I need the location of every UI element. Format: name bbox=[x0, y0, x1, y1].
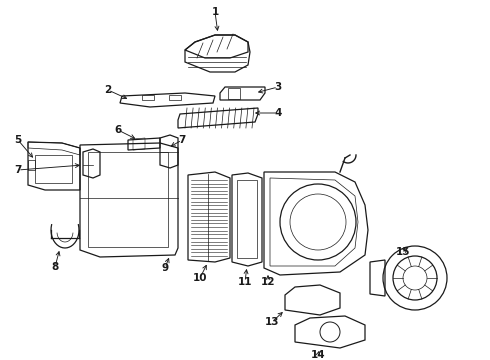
Text: 6: 6 bbox=[114, 125, 122, 135]
Text: 14: 14 bbox=[311, 350, 325, 360]
Text: 7: 7 bbox=[14, 165, 22, 175]
Text: 15: 15 bbox=[396, 247, 410, 257]
Text: 8: 8 bbox=[51, 262, 59, 272]
Text: 12: 12 bbox=[261, 277, 275, 287]
Text: 10: 10 bbox=[193, 273, 207, 283]
Text: 4: 4 bbox=[274, 108, 282, 118]
Text: 5: 5 bbox=[14, 135, 22, 145]
Text: 11: 11 bbox=[238, 277, 252, 287]
Text: 2: 2 bbox=[104, 85, 112, 95]
Text: 9: 9 bbox=[161, 263, 169, 273]
Text: 13: 13 bbox=[265, 317, 279, 327]
Text: 7: 7 bbox=[178, 135, 186, 145]
Text: 1: 1 bbox=[211, 7, 219, 17]
Text: 3: 3 bbox=[274, 82, 282, 92]
